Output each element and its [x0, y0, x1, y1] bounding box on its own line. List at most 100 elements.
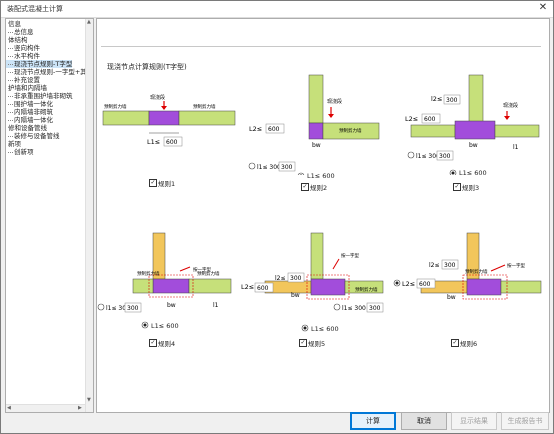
tree-connector: [8, 104, 13, 105]
tree-item[interactable]: 非承重围护墙非砌筑: [14, 92, 73, 100]
rule-2-bw: bw: [312, 142, 321, 149]
rule-2-l1-300-label: l1≤ 300: [257, 164, 281, 171]
rule-4-l1-value: 300: [127, 305, 139, 312]
rule-2-l2-value: 600: [268, 126, 280, 133]
rule-2-l1-value: 300: [281, 164, 293, 171]
close-icon[interactable]: ✕: [538, 2, 548, 13]
rule-3-l2s-value: 300: [446, 97, 458, 104]
rule-3-label: 规则3: [462, 184, 480, 192]
rule-5-l1-value: 300: [369, 305, 381, 312]
tree-item[interactable]: 修和设备管线: [8, 124, 47, 132]
rule-3-l1-value: 300: [439, 153, 451, 160]
rule-5-l2-label: L2≤: [241, 283, 254, 291]
rule-5-form-label: 按一字型: [341, 252, 359, 259]
tree-connector: [8, 64, 13, 65]
tree-item[interactable]: 现浇节点规则-T字型: [6, 60, 73, 68]
rule-4-checkbox[interactable]: ✓: [149, 339, 157, 347]
rule-4-l1-600: L1≤ 600: [151, 322, 179, 330]
rule-2-diagram: 现浇段 预制剪力墙 L2≤ 600 bw l1≤ 300 300: [248, 73, 383, 180]
rule-5-checkbox[interactable]: ✓: [299, 339, 307, 347]
rule-4-diagram: 按一字型 预制剪力墙 预制剪力墙 bw l1 l1≤ 300 300: [97, 231, 233, 329]
tree-item[interactable]: 竖向构件: [14, 44, 40, 52]
rule-2-l1-600: L1≤ 600: [307, 172, 335, 180]
tree-item[interactable]: 总信息: [14, 28, 34, 36]
section-divider: [101, 46, 541, 47]
scroll-right-icon[interactable]: ▶: [78, 405, 82, 411]
nav-tree: 信息 总信息 体结构 竖向构件 水平构件 现浇节点规则-T字型 现浇节点规则-一字型+其他补…: [5, 18, 94, 413]
rule-3-diagram: 现浇段 l2≤ 300 L2≤ 600 bw l1 l1≤ 300 300: [405, 73, 541, 177]
rule-3-l1-300-label: l1≤ 300: [416, 153, 440, 160]
rule-2-pour-label: 现浇段: [327, 98, 342, 105]
tree-connector: [8, 48, 13, 49]
tree-connector: [8, 96, 13, 97]
rule-1-wall-right: 预制剪力墙: [193, 103, 216, 110]
rule-3-l1: l1: [513, 144, 519, 151]
cancel-button[interactable]: 取消: [401, 412, 447, 430]
tree-item[interactable]: 内隔墙一体化: [14, 116, 53, 124]
horizontal-scrollbar[interactable]: ◀ ▶: [6, 404, 85, 412]
rule-1-panel: 现浇段 预制剪力墙 预制剪力墙 L1≤ 600 ✓ 规则1: [101, 71, 239, 191]
generate-report-button[interactable]: 生成报告书: [501, 412, 549, 430]
rule-5-l2-value: 600: [257, 285, 269, 292]
tree-item[interactable]: 新项: [8, 140, 21, 148]
rule-6-checkbox[interactable]: ✓: [451, 339, 459, 347]
rule-6-l2-value: 600: [419, 281, 431, 288]
rule-4-wall-right: 预制剪力墙: [197, 270, 220, 277]
show-result-button[interactable]: 显示结果: [451, 412, 497, 430]
rule-5-wall: 预制剪力墙: [355, 286, 378, 293]
rule-3-panel: 现浇段 l2≤ 300 L2≤ 600 bw l1 l1≤ 300 300 L1…: [397, 71, 545, 192]
rule-1-value: 600: [166, 139, 178, 146]
rule-6-form-label: 按一字型: [507, 262, 525, 269]
tree-connector: [8, 56, 13, 57]
rule-6-l2s: l2≤: [429, 262, 440, 269]
tree-connector: [8, 152, 13, 153]
tree-item[interactable]: 围护墙一体化: [14, 100, 53, 108]
rule-1-checkbox[interactable]: ✓: [149, 179, 157, 187]
tree-item[interactable]: 护墙和内隔墙: [8, 84, 47, 92]
rule-3-checkbox[interactable]: ✓: [453, 183, 461, 191]
rule-1-l1-label: L1≤: [147, 138, 160, 146]
rule-4-l1: l1: [213, 302, 219, 309]
rule-2-wall: 预制剪力墙: [339, 127, 362, 134]
rule-2-panel: 现浇段 预制剪力墙 L2≤ 600 bw l1≤ 300 300 L1≤ 600…: [243, 71, 393, 192]
calculate-button[interactable]: 计算: [350, 412, 396, 430]
tree-connector: [8, 72, 13, 73]
tree-connector: [8, 112, 13, 113]
rule-3-bw: bw: [469, 142, 478, 149]
rule-1-wall-left: 预制剪力墙: [104, 103, 127, 110]
rule-4-form-label: 按一字型: [193, 266, 211, 273]
rule-6-label: 规则6: [460, 340, 478, 348]
tree-connector: [8, 80, 13, 81]
rule-1-label: 规则1: [158, 180, 176, 188]
rule-6-wall-top: 预制剪力墙: [465, 268, 488, 275]
scroll-left-icon[interactable]: ◀: [7, 405, 11, 411]
tree-connector: [8, 136, 13, 137]
rule-4-label: 规则4: [158, 340, 176, 348]
tree-item[interactable]: 信息: [8, 20, 21, 28]
title-bar: 装配式混凝土计算 ✕: [1, 1, 553, 18]
rule-1-diagram: 现浇段 预制剪力墙 预制剪力墙 L1≤ 600: [102, 93, 237, 161]
window-title: 装配式混凝土计算: [7, 5, 63, 13]
tree-item[interactable]: 体结构: [8, 36, 28, 44]
rule-5-l1-600: L1≤ 600: [311, 325, 339, 333]
tree-item[interactable]: 创新项: [14, 148, 34, 156]
tree-item[interactable]: 水平构件: [14, 52, 40, 60]
rule-5-l1-300-label: l1≤ 300: [342, 305, 366, 312]
rule-6-diagram: 按一字型 l2≤ 300 L2≤ 600 bw 预制剪力墙: [393, 231, 543, 311]
rule-6-l2-label: L2≤: [402, 280, 415, 288]
rule-3-l2-value: 600: [424, 116, 436, 123]
tree-item[interactable]: 补充设置: [14, 76, 40, 84]
tree-item[interactable]: 内隔墙非砌筑: [14, 108, 53, 116]
rule-2-checkbox[interactable]: ✓: [301, 183, 309, 191]
rule-2-label: 规则2: [310, 184, 328, 192]
tree-item[interactable]: 现浇节点规则-一字型+其他: [14, 68, 94, 76]
rule-6-l2s-value: 300: [444, 262, 456, 269]
tree-item[interactable]: 装修与设备管线: [14, 132, 60, 140]
scroll-up-icon[interactable]: ▲: [87, 19, 91, 25]
rule-4-bw: bw: [167, 302, 176, 309]
vertical-scrollbar[interactable]: ▲ ▼: [85, 19, 93, 412]
rules-panel: 现浇节点计算规则(T字型) 现浇段 预制剪力墙 预制剪力墙 L1≤ 600 ✓ …: [96, 18, 550, 413]
scroll-down-icon[interactable]: ▼: [87, 397, 91, 403]
rule-2-l2-label: L2≤: [249, 125, 262, 133]
